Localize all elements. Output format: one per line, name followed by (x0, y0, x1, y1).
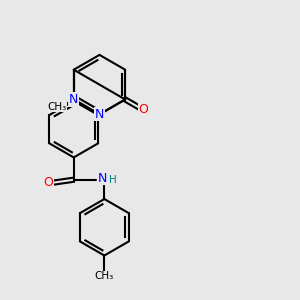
Text: N: N (97, 172, 107, 185)
Text: CH₃: CH₃ (95, 271, 114, 281)
Text: O: O (44, 176, 53, 189)
Text: N: N (69, 93, 78, 106)
Text: O: O (138, 103, 148, 116)
Text: H: H (109, 175, 116, 185)
Text: N: N (95, 108, 104, 121)
Text: CH₃: CH₃ (47, 102, 67, 112)
